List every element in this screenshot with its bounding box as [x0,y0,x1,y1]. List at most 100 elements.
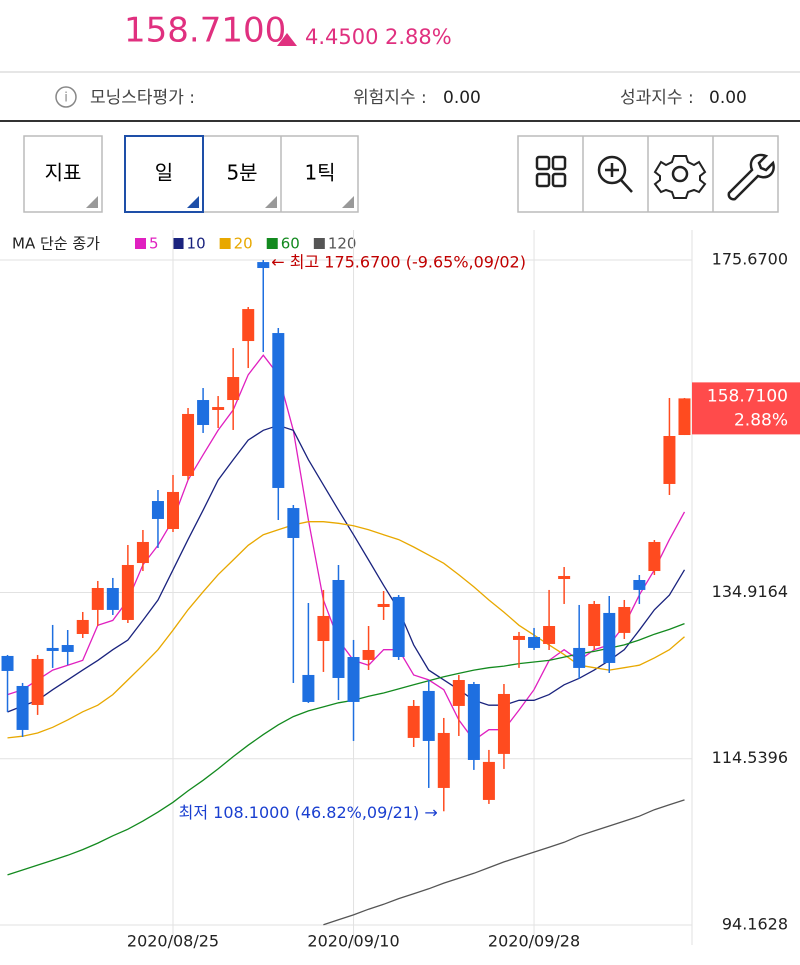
y-tick-label: 175.6700 [712,250,788,269]
candle-body [618,606,631,633]
toolbar: 지표 일 5분 1틱 [23,135,779,213]
candle-body [513,635,525,640]
ma-line [7,424,686,713]
candle-body [543,626,556,644]
change: 4.4500 [305,25,378,49]
button-label[interactable]: 지표 [45,161,82,185]
risk-value: 0.00 [443,88,481,108]
price-tag [692,382,800,435]
legend-title: MA 단순 종가 [12,235,100,253]
candle-body [422,690,435,741]
candle-body [151,501,164,519]
candle-body [61,645,74,652]
candle-body [648,541,661,572]
button-label[interactable]: 1틱 [304,161,335,185]
candle-body [197,400,210,425]
legend-label: 20 [234,235,253,253]
info-icon-i: i [64,91,68,106]
legend: 5 10 20 60 120 [135,235,356,253]
plot: 175.6700 134.9164 114.5396 94.1628 2020/08/2… [0,230,800,951]
candle-body [136,541,149,564]
candle-body [482,761,495,800]
corner [86,196,98,208]
price-tag-change: 2.88% [734,410,788,430]
ma-line [7,354,686,742]
x-tick-label: 2020/08/25 [127,932,219,951]
up-arrow [277,33,297,46]
candle-body [467,684,480,760]
candle-body [46,647,59,651]
candle-body [317,615,330,642]
candle-body [362,649,375,660]
button-label[interactable]: 일 [155,161,173,185]
candle-body [242,309,255,342]
day-button[interactable] [124,135,204,213]
button-label[interactable]: 5분 [226,161,257,185]
x-tick-label: 2020/09/10 [307,932,399,951]
candle-body [678,398,691,436]
corner [342,196,354,208]
legend-swatch [313,238,325,249]
legend-label: 60 [281,235,300,253]
candle-body [16,685,29,730]
price: 158.7100 [124,11,286,51]
candle-body [558,575,571,580]
price-tag-price: 158.7100 [707,386,788,406]
high-annotation: ← 최고 175.6700 (-9.65%,09/02) [271,253,526,272]
candle-body [377,603,390,607]
candle-body [633,579,646,590]
candle-body [452,680,465,706]
legend-label: 120 [328,235,357,253]
perf-label: 성과지수 : [620,88,694,108]
layout-icon[interactable] [535,155,567,188]
risk-label: 위험지수 : [353,88,427,108]
low-annotation: 최저 108.1000 (46.82%,09/21) → [179,803,438,822]
candle-body [272,333,285,488]
ma-line [323,799,685,926]
candle-body [663,435,676,484]
candle-body [212,407,225,410]
candle-body [528,637,541,648]
legend-label: 5 [149,235,159,253]
candle-body [167,491,179,530]
tool-icon[interactable] [727,153,775,201]
candle-body [437,732,450,788]
zoom-icon[interactable] [597,155,633,193]
settings-icon[interactable] [653,155,707,199]
ma-line [7,622,685,876]
ma-line [7,521,685,739]
candle-body [347,657,360,702]
legend-swatch [266,238,278,249]
info-icon [55,86,77,108]
y-tick-label: 134.9164 [712,582,788,601]
candle-body [497,693,510,754]
x-tick-label: 2020/09/28 [488,932,580,951]
candle-body [31,658,44,705]
legend-label: 10 [187,235,206,253]
corner [265,196,277,208]
candle-body [121,564,134,620]
candle-body [91,587,104,610]
candle-body [407,705,420,738]
y-tick-label: 114.5396 [712,748,788,767]
candle-body [392,596,405,658]
candle-body [302,674,315,702]
candle-body [287,508,300,538]
candle-body [332,579,345,678]
legend-swatch [219,238,231,249]
perf-value: 0.00 [709,88,747,108]
legend-swatch [135,238,146,249]
corner [187,196,199,208]
indicator-button[interactable] [23,135,103,213]
candle-body [227,377,240,401]
candle-body [1,655,14,671]
candle-body [603,612,616,663]
y-tick-label: 94.1628 [722,914,788,933]
candle-body [106,587,119,610]
candle-body [257,262,270,269]
candle-body [76,619,89,635]
candle-body [588,603,601,646]
candle-body [182,413,195,476]
percent: 2.88% [385,25,452,49]
